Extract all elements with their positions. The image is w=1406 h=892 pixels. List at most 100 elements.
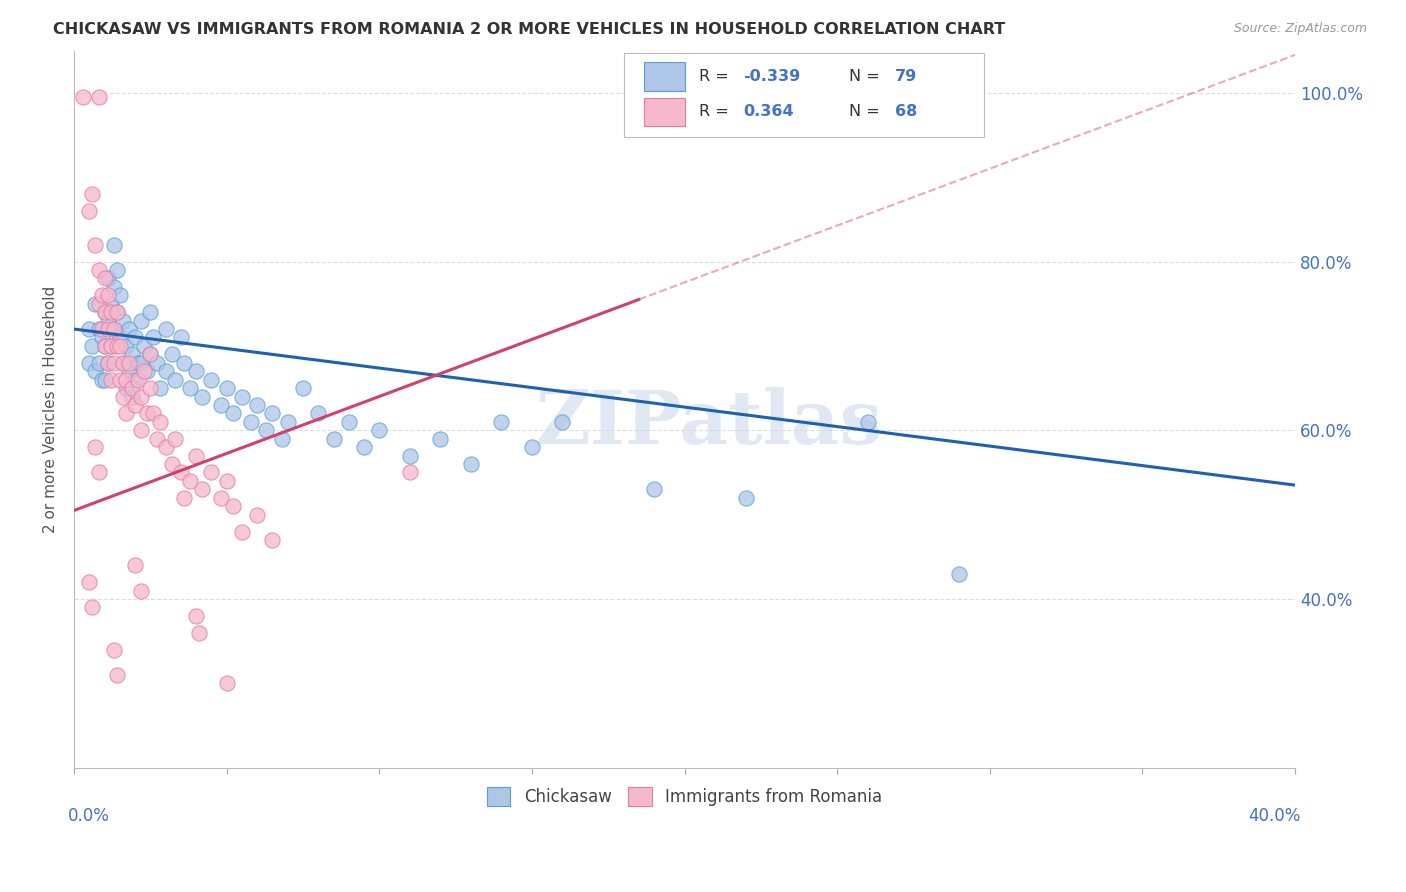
Point — [87, 356, 110, 370]
Point — [142, 406, 165, 420]
Point — [87, 90, 110, 104]
Point — [520, 440, 543, 454]
Point — [163, 432, 186, 446]
Point — [136, 364, 159, 378]
Text: R =: R = — [699, 69, 734, 84]
Point — [460, 457, 482, 471]
Point — [209, 398, 232, 412]
Point — [246, 508, 269, 522]
Point — [186, 364, 208, 378]
Point — [111, 356, 134, 370]
Point — [100, 339, 122, 353]
Point — [90, 373, 112, 387]
Point — [139, 347, 162, 361]
Point — [124, 373, 146, 387]
Point — [222, 406, 245, 420]
Point — [179, 474, 201, 488]
Point — [115, 381, 138, 395]
Point — [103, 322, 125, 336]
Point — [262, 406, 284, 420]
Point — [240, 415, 263, 429]
Point — [84, 237, 107, 252]
Text: 0.364: 0.364 — [744, 104, 794, 120]
Point — [186, 449, 208, 463]
Point — [170, 466, 193, 480]
Point — [84, 297, 107, 311]
Point — [93, 373, 115, 387]
Point — [100, 305, 122, 319]
Point — [215, 676, 238, 690]
Point — [129, 356, 152, 370]
Point — [145, 432, 167, 446]
Point — [93, 271, 115, 285]
Point — [97, 313, 120, 327]
Point — [148, 415, 170, 429]
Point — [100, 297, 122, 311]
Point — [129, 423, 152, 437]
Point — [134, 364, 156, 378]
Point — [103, 280, 125, 294]
Point — [643, 483, 665, 497]
Point — [200, 466, 222, 480]
Point — [105, 339, 128, 353]
Point — [307, 406, 329, 420]
Point — [429, 432, 451, 446]
Point — [87, 263, 110, 277]
Point — [124, 558, 146, 573]
Point — [856, 415, 879, 429]
Point — [173, 491, 195, 505]
Point — [90, 322, 112, 336]
Point — [108, 373, 131, 387]
Point — [368, 423, 391, 437]
Point — [82, 187, 104, 202]
Point — [222, 499, 245, 513]
Point — [90, 330, 112, 344]
Point — [270, 432, 292, 446]
Point — [118, 364, 141, 378]
Point — [105, 263, 128, 277]
Text: N =: N = — [849, 69, 886, 84]
Text: 0.0%: 0.0% — [67, 807, 110, 825]
Point — [200, 373, 222, 387]
Text: CHICKASAW VS IMMIGRANTS FROM ROMANIA 2 OR MORE VEHICLES IN HOUSEHOLD CORRELATION: CHICKASAW VS IMMIGRANTS FROM ROMANIA 2 O… — [53, 22, 1005, 37]
Point — [491, 415, 513, 429]
Text: N =: N = — [849, 104, 886, 120]
Point — [337, 415, 360, 429]
Point — [142, 330, 165, 344]
Point — [127, 356, 149, 370]
Point — [136, 406, 159, 420]
Point — [103, 356, 125, 370]
Point — [103, 642, 125, 657]
Point — [145, 356, 167, 370]
Point — [82, 600, 104, 615]
Point — [215, 474, 238, 488]
Text: 40.0%: 40.0% — [1249, 807, 1301, 825]
Bar — [644, 97, 685, 127]
Point — [129, 313, 152, 327]
Point — [155, 322, 177, 336]
Legend: Chickasaw, Immigrants from Romania: Chickasaw, Immigrants from Romania — [481, 780, 889, 814]
Point — [231, 390, 253, 404]
Point — [108, 339, 131, 353]
Point — [179, 381, 201, 395]
Point — [87, 297, 110, 311]
Point — [215, 381, 238, 395]
Point — [87, 322, 110, 336]
Text: 68: 68 — [894, 104, 917, 120]
Point — [90, 288, 112, 302]
Point — [262, 533, 284, 547]
Point — [87, 466, 110, 480]
Point — [188, 625, 211, 640]
Point — [93, 305, 115, 319]
Text: R =: R = — [699, 104, 734, 120]
Point — [115, 406, 138, 420]
Point — [191, 483, 214, 497]
Point — [353, 440, 375, 454]
Point — [139, 381, 162, 395]
Point — [97, 356, 120, 370]
Point — [160, 457, 183, 471]
Text: -0.339: -0.339 — [744, 69, 800, 84]
Point — [105, 305, 128, 319]
Point — [254, 423, 277, 437]
Point — [97, 271, 120, 285]
